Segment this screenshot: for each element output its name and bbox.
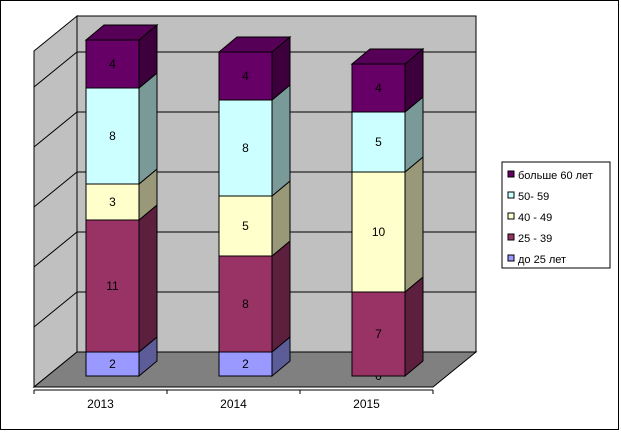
legend-label: до 25 лет [518, 254, 566, 266]
bar-segment [85, 87, 140, 185]
bar-segment [218, 351, 273, 377]
bar-segment [85, 219, 140, 353]
bar-segment [351, 291, 406, 377]
data-label: 2 [242, 357, 249, 371]
bar-side [138, 203, 158, 354]
bar-side [271, 239, 291, 354]
data-label: 3 [109, 195, 116, 209]
bar-segment [351, 171, 406, 293]
legend-swatch [507, 254, 515, 262]
bar-segment [85, 351, 140, 377]
x-tick-label: 2015 [353, 397, 380, 411]
legend-swatch [507, 212, 515, 220]
data-label: 2 [109, 357, 116, 371]
bar-top [217, 36, 292, 53]
bar-side [404, 275, 424, 378]
data-label: 4 [109, 57, 116, 71]
legend[interactable]: больше 60 лет 50- 59 40 - 49 25 - 39 до 25 л… [501, 161, 611, 269]
bar-segment [85, 183, 140, 221]
data-label: 10 [372, 225, 386, 239]
gridline-side [33, 171, 78, 208]
legend-label: 40 - 49 [518, 212, 552, 224]
x-axis: 2013 2014 2015 [33, 389, 434, 411]
legend-swatch [507, 191, 515, 199]
bar-segment [351, 63, 406, 113]
data-label: 7 [375, 327, 382, 341]
data-label: 8 [109, 129, 116, 143]
bar-segment [85, 39, 140, 89]
bar-side [271, 83, 291, 198]
data-label: 4 [375, 81, 382, 95]
data-label: 5 [242, 219, 249, 233]
bar-side [404, 155, 424, 294]
bar-segment [351, 111, 406, 173]
gridline-side [33, 51, 78, 88]
data-label: 4 [242, 69, 249, 83]
legend-swatch [507, 170, 515, 178]
legend-box [501, 161, 611, 269]
gridline-side [33, 291, 78, 328]
legend-label: больше 60 лет [518, 170, 593, 182]
gridline-side [33, 111, 78, 148]
data-label: 11 [106, 279, 119, 293]
gridline-side [33, 231, 78, 268]
bar-side [138, 71, 158, 186]
legend-label: 50- 59 [518, 191, 549, 203]
bar-segment [218, 99, 273, 197]
bars: 21138428584071054 [84, 23, 425, 383]
bar-segment [218, 51, 273, 101]
x-tick-label: 2014 [220, 397, 247, 411]
data-label: 8 [242, 297, 249, 311]
legend-swatch [507, 233, 515, 241]
legend-label: 25 - 39 [518, 233, 552, 245]
data-label: 8 [242, 141, 249, 155]
bar-top [84, 24, 159, 41]
bar-top [350, 48, 425, 65]
data-label: 5 [375, 135, 382, 149]
x-tick-label: 2013 [87, 397, 114, 411]
